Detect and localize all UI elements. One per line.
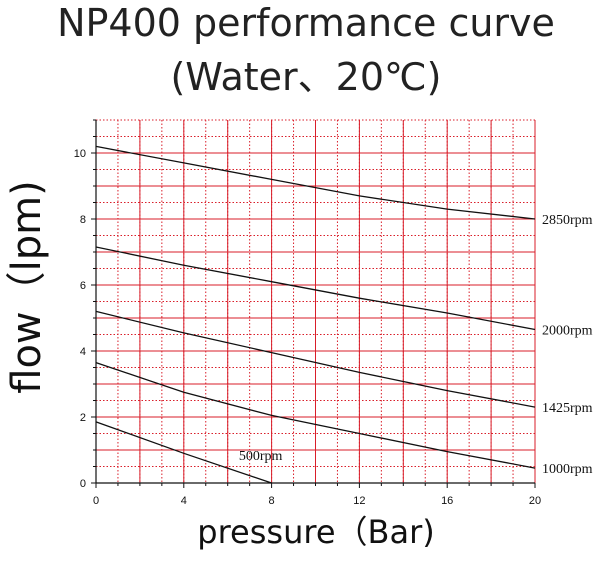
x-tick-label: 12 bbox=[353, 495, 365, 507]
x-tick-label: 0 bbox=[93, 495, 99, 507]
x-tick-label: 4 bbox=[181, 495, 187, 507]
y-axis-label: flow（lpm) bbox=[4, 180, 50, 394]
y-tick-label: 4 bbox=[80, 346, 86, 358]
series-label-1425rpm: 1425rpm bbox=[542, 401, 593, 416]
x-tick-label: 16 bbox=[441, 495, 453, 507]
series-line-500rpm bbox=[95, 421, 272, 484]
y-tick-label: 10 bbox=[74, 148, 86, 160]
series-line-1425rpm bbox=[95, 310, 536, 408]
y-tick-label: 0 bbox=[80, 478, 86, 490]
chart-subtitle: (Water、20℃) bbox=[170, 55, 442, 99]
series-label-1000rpm: 1000rpm bbox=[542, 462, 593, 477]
series-label-2850rpm: 2850rpm bbox=[542, 213, 593, 228]
series-label-500rpm: 500rpm bbox=[239, 449, 283, 464]
y-tick-label: 2 bbox=[80, 412, 86, 424]
series-line-1000rpm bbox=[95, 361, 536, 469]
x-tick-label: 20 bbox=[529, 495, 541, 507]
series-line-2000rpm bbox=[95, 246, 536, 331]
x-axis-label: pressure（Bar) bbox=[197, 513, 435, 551]
x-tick-label: 8 bbox=[269, 495, 275, 507]
y-tick-label: 6 bbox=[80, 280, 86, 292]
series-line-2850rpm bbox=[95, 145, 536, 220]
chart-title: NP400 performance curve bbox=[57, 1, 555, 45]
y-tick-label: 8 bbox=[80, 214, 86, 226]
series-label-2000rpm: 2000rpm bbox=[542, 324, 593, 339]
